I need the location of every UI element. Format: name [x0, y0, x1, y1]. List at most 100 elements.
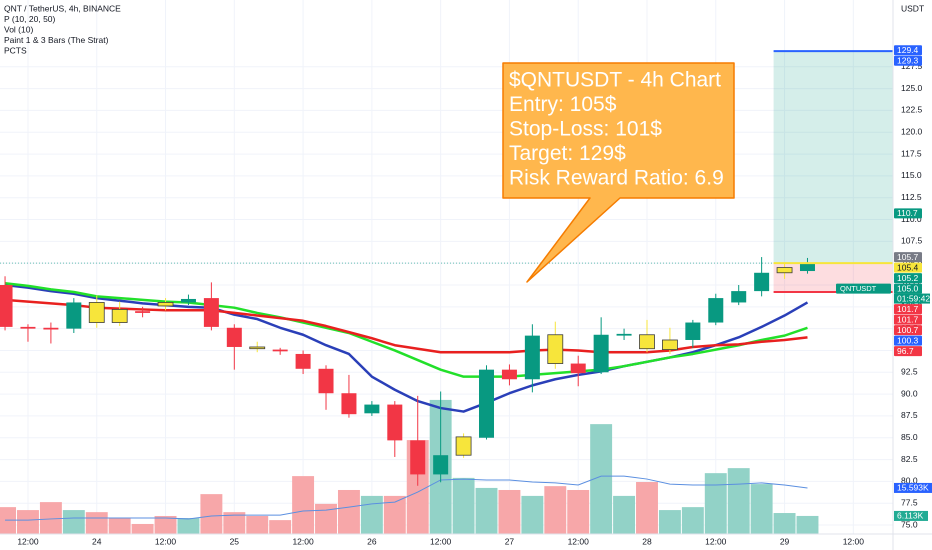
candle-body	[88, 302, 105, 323]
symbol-tag-bg	[836, 283, 891, 294]
volume-ma-label: 15.593K	[897, 483, 929, 493]
volume-bar	[200, 494, 223, 534]
volume-bar	[383, 495, 406, 534]
candle-body	[524, 335, 540, 380]
volume-bar	[704, 473, 727, 534]
candle-body	[501, 369, 517, 380]
annotation-text: Risk Reward Ratio: 6.9	[509, 167, 724, 190]
price-label: 105.2	[897, 273, 919, 283]
x-tick-label: 12:00	[292, 536, 314, 546]
volume-bar	[727, 468, 750, 534]
volume-bar	[223, 512, 246, 534]
volume-bar	[131, 523, 154, 534]
price-label: 129.4	[897, 45, 919, 55]
y-tick-label: 85.0	[901, 432, 918, 442]
legend-item[interactable]: PCTS	[4, 45, 27, 55]
x-tick-label: 28	[642, 536, 652, 546]
candle-body	[799, 263, 815, 272]
candle-body	[341, 393, 357, 415]
candle-body	[66, 302, 82, 329]
price-label: 105.4	[897, 262, 919, 272]
volume-bar	[590, 424, 613, 534]
candle-body	[547, 334, 564, 364]
y-tick-label: 82.5	[901, 454, 918, 464]
y-tick-label: 87.5	[901, 410, 918, 420]
price-label: 100.3	[897, 335, 919, 345]
annotation-text: Entry: 105$	[509, 93, 617, 116]
annotation-box	[502, 62, 735, 283]
y-tick-label: 115.0	[901, 170, 922, 180]
price-label: 96.7	[897, 346, 914, 356]
price-label: 129.3	[897, 55, 919, 65]
candle-body	[43, 327, 59, 330]
volume-bar	[567, 489, 590, 534]
volume-bar	[658, 510, 681, 534]
volume-bar	[39, 502, 62, 534]
volume-bar	[636, 482, 658, 534]
legend-item[interactable]: P (10, 20, 50)	[4, 14, 56, 24]
currency-label: USDT	[901, 3, 924, 13]
y-tick-label: 120.0	[901, 126, 923, 136]
target-zone	[773, 51, 893, 264]
x-tick-label: 29	[780, 536, 790, 546]
price-label-bg	[894, 283, 922, 294]
candle-body	[226, 327, 242, 347]
volume-bar	[475, 487, 498, 534]
candle-body	[455, 436, 472, 456]
volume-bar	[544, 486, 567, 534]
volume-bar	[85, 512, 108, 534]
candle-body	[180, 298, 196, 303]
candle-body	[364, 404, 380, 414]
candle-body	[203, 298, 219, 327]
y-tick-label: 122.5	[901, 105, 923, 115]
volume-bar	[613, 495, 636, 534]
volume-bar	[773, 513, 796, 534]
volume-bar	[498, 489, 521, 534]
candle-body	[593, 334, 609, 373]
volume-bar	[108, 518, 131, 534]
price-label: 105.7	[897, 252, 919, 262]
y-tick-label: 75.0	[901, 519, 918, 529]
volume-bar	[360, 495, 383, 534]
x-tick-label: 24	[92, 536, 102, 546]
legend-item[interactable]: QNT / TetherUS, 4h, BINANCE	[4, 3, 121, 13]
candle-body	[616, 333, 632, 336]
y-tick-label: 117.5	[901, 148, 922, 158]
volume-bar	[681, 507, 704, 534]
volume-bar	[17, 510, 39, 534]
candle-body	[479, 369, 495, 438]
x-tick-label: 12:00	[17, 536, 39, 546]
price-label: 100.7	[897, 325, 919, 335]
volume-label-bg	[894, 510, 928, 521]
volume-bar	[62, 510, 85, 534]
y-tick-label: 90.0	[901, 388, 918, 398]
candle-body	[639, 334, 655, 350]
x-tick-label: 12:00	[155, 536, 177, 546]
price-label-bg	[894, 335, 922, 346]
candle-body	[776, 267, 793, 274]
price-label-bg	[894, 304, 922, 315]
x-tick-label: 12:00	[568, 536, 590, 546]
price-label: 101.7	[897, 314, 919, 324]
x-tick-label: 12:00	[843, 536, 865, 546]
annotation-text: Stop-Loss: 101$	[509, 118, 662, 141]
volume-bar	[292, 476, 315, 534]
candle-body	[685, 322, 701, 340]
price-label-bg	[894, 314, 922, 325]
legend-item[interactable]: Paint 1 & 3 Bars (The Strat)	[4, 35, 109, 45]
candle-body	[387, 404, 403, 441]
candle-body	[708, 298, 724, 323]
candle-body	[754, 272, 770, 292]
candle-body	[272, 349, 288, 352]
price-label: 105.0	[897, 283, 919, 293]
moving-average	[4, 282, 808, 378]
price-label: 101.7	[897, 304, 919, 314]
candle-body	[20, 326, 36, 329]
candle-body	[731, 291, 747, 303]
price-label-bg	[894, 262, 922, 273]
price-label-bg	[894, 208, 922, 219]
legend-item[interactable]: Vol (10)	[4, 24, 33, 34]
volume-ma	[5, 475, 808, 521]
